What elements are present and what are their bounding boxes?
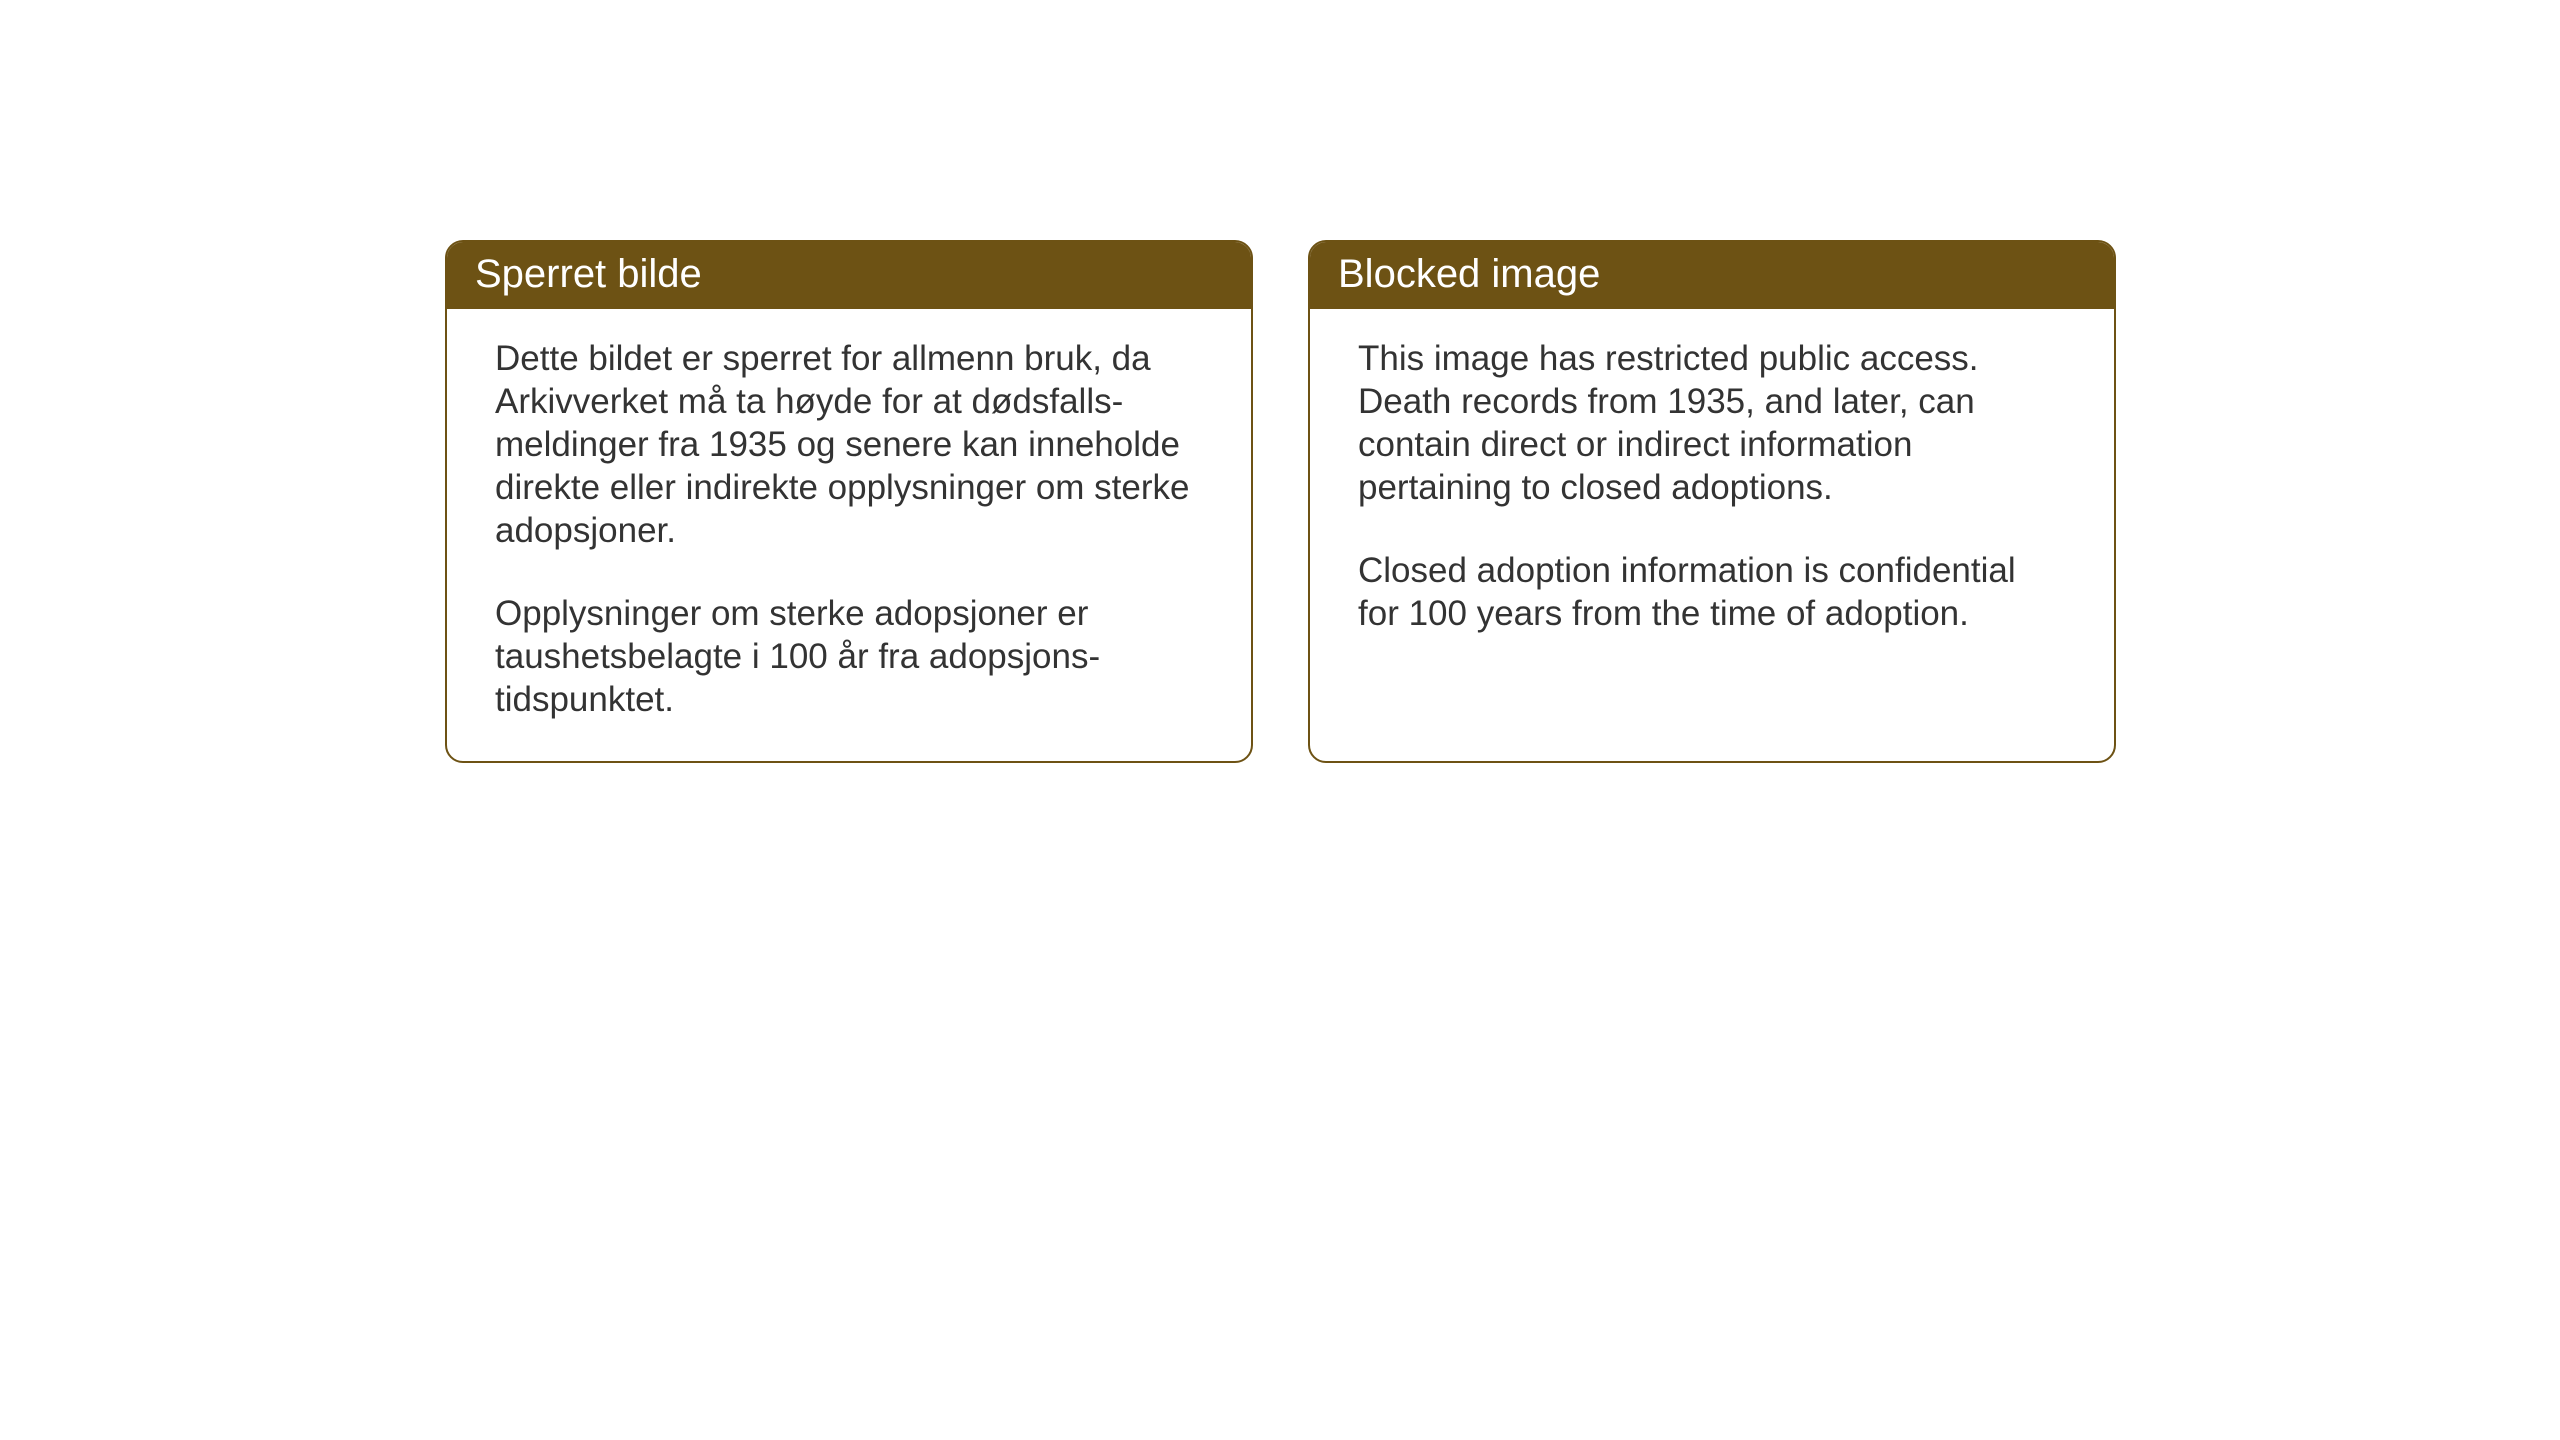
- norwegian-card-title: Sperret bilde: [475, 252, 702, 296]
- notice-container: Sperret bilde Dette bildet er sperret fo…: [445, 240, 2116, 763]
- norwegian-paragraph-2: Opplysninger om sterke adopsjoner er tau…: [495, 592, 1203, 721]
- english-notice-card: Blocked image This image has restricted …: [1308, 240, 2116, 763]
- norwegian-card-body: Dette bildet er sperret for allmenn bruk…: [447, 309, 1251, 761]
- english-paragraph-1: This image has restricted public access.…: [1358, 337, 2066, 509]
- norwegian-notice-card: Sperret bilde Dette bildet er sperret fo…: [445, 240, 1253, 763]
- english-paragraph-2: Closed adoption information is confident…: [1358, 549, 2066, 635]
- norwegian-card-header: Sperret bilde: [447, 242, 1251, 309]
- norwegian-paragraph-1: Dette bildet er sperret for allmenn bruk…: [495, 337, 1203, 552]
- english-card-body: This image has restricted public access.…: [1310, 309, 2114, 749]
- english-card-title: Blocked image: [1338, 252, 1600, 296]
- english-card-header: Blocked image: [1310, 242, 2114, 309]
